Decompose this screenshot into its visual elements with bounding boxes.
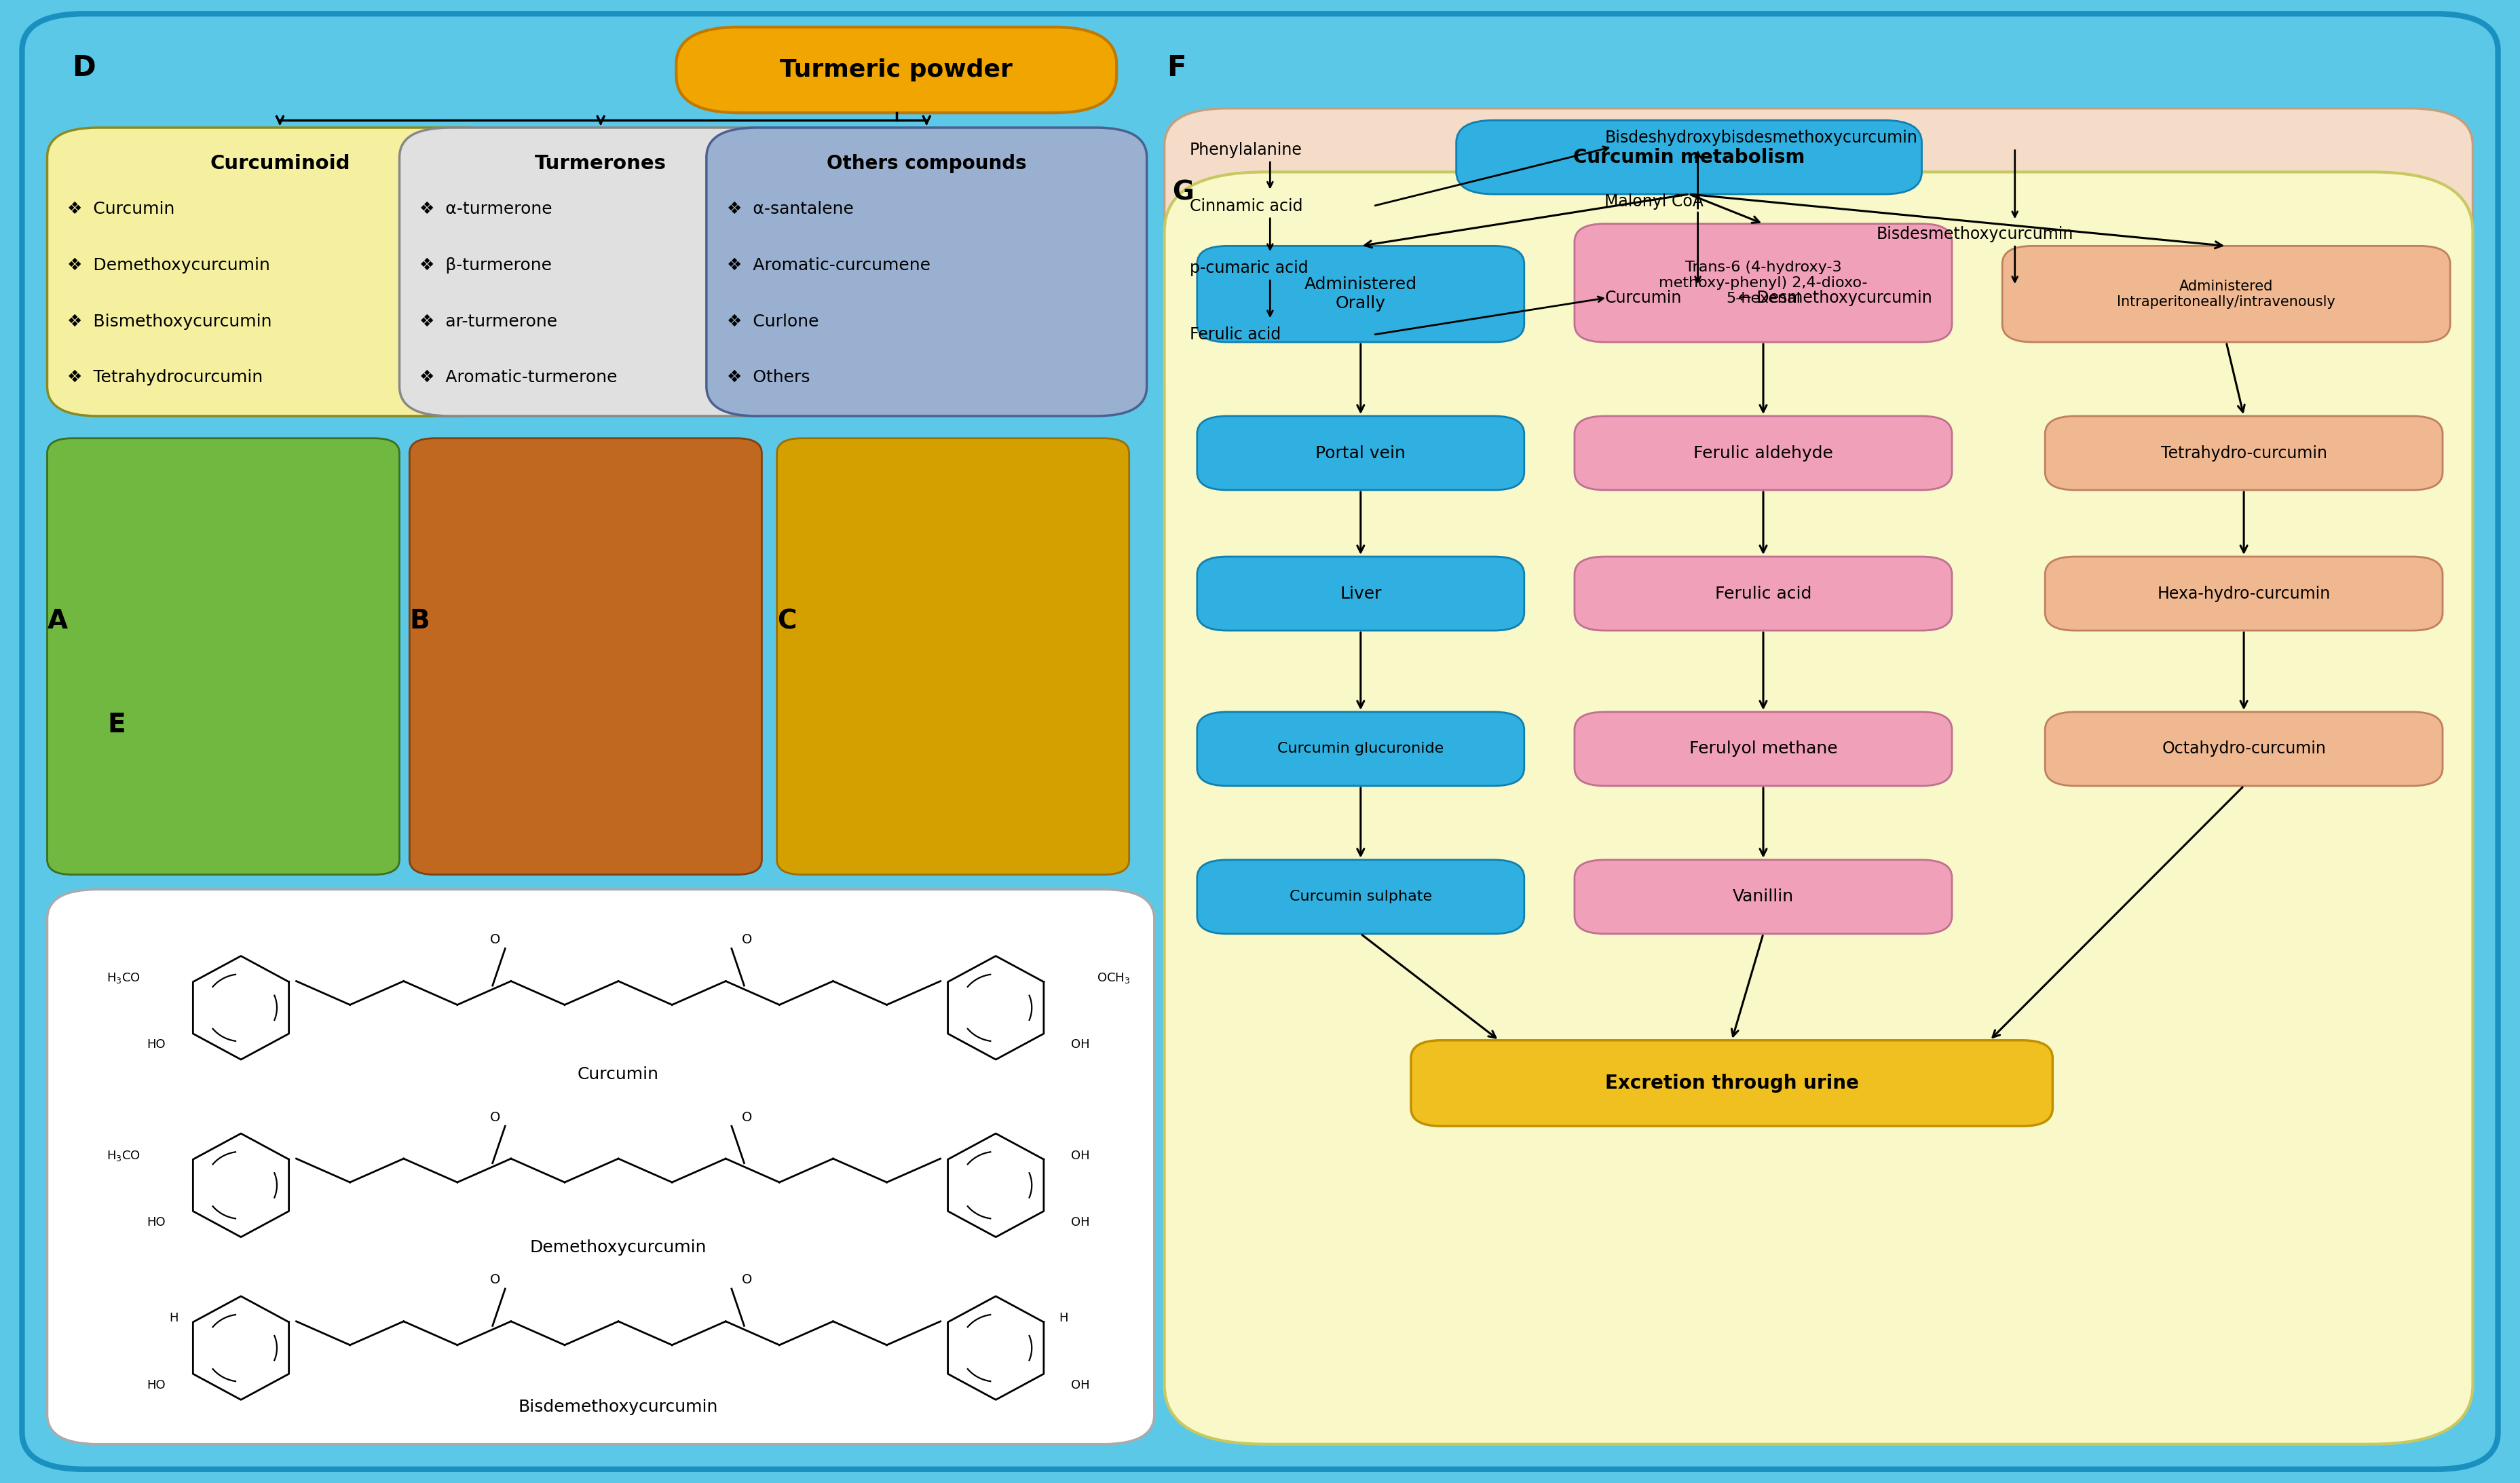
Text: OCH$_3$: OCH$_3$ bbox=[1096, 971, 1129, 985]
FancyBboxPatch shape bbox=[23, 13, 2497, 1470]
Text: Administered
Intraperitoneally/intravenously: Administered Intraperitoneally/intraveno… bbox=[2117, 279, 2336, 308]
Text: HO: HO bbox=[146, 1038, 166, 1051]
Text: Phenylalanine: Phenylalanine bbox=[1189, 142, 1303, 159]
Text: ❖  α-santalene: ❖ α-santalene bbox=[726, 200, 854, 217]
Text: Curcumin sulphate: Curcumin sulphate bbox=[1290, 890, 1431, 903]
Text: Ferulyol methane: Ferulyol methane bbox=[1688, 740, 1837, 756]
Text: O: O bbox=[489, 1274, 501, 1286]
Text: ❖  Aromatic-curcumene: ❖ Aromatic-curcumene bbox=[726, 257, 930, 273]
FancyBboxPatch shape bbox=[401, 128, 801, 417]
Text: Curcuminoid: Curcuminoid bbox=[209, 154, 350, 174]
FancyBboxPatch shape bbox=[2046, 417, 2442, 489]
Text: Turmeric powder: Turmeric powder bbox=[781, 58, 1013, 82]
Text: Liver: Liver bbox=[1341, 586, 1381, 602]
FancyBboxPatch shape bbox=[48, 439, 401, 875]
FancyBboxPatch shape bbox=[1197, 246, 1525, 343]
FancyBboxPatch shape bbox=[776, 439, 1129, 875]
Text: Curcumin: Curcumin bbox=[577, 1066, 660, 1083]
Text: OH: OH bbox=[1071, 1379, 1091, 1391]
Text: Curcumin: Curcumin bbox=[1605, 289, 1681, 305]
FancyBboxPatch shape bbox=[1575, 224, 1953, 343]
Text: A: A bbox=[48, 608, 68, 635]
FancyBboxPatch shape bbox=[1411, 1040, 2054, 1126]
Text: OH: OH bbox=[1071, 1149, 1091, 1161]
Text: C: C bbox=[776, 608, 796, 635]
Text: Turmerones: Turmerones bbox=[534, 154, 668, 174]
FancyBboxPatch shape bbox=[1575, 417, 1953, 489]
Text: OH: OH bbox=[1071, 1216, 1091, 1228]
Text: Others compounds: Others compounds bbox=[827, 154, 1026, 174]
Text: ❖  Others: ❖ Others bbox=[726, 369, 809, 386]
FancyBboxPatch shape bbox=[1575, 712, 1953, 786]
FancyBboxPatch shape bbox=[1457, 120, 1923, 194]
FancyBboxPatch shape bbox=[1197, 556, 1525, 630]
Text: O: O bbox=[741, 1274, 751, 1286]
Text: H$_3$CO: H$_3$CO bbox=[106, 1149, 141, 1163]
Text: ❖  Bismethoxycurcumin: ❖ Bismethoxycurcumin bbox=[68, 313, 272, 329]
FancyBboxPatch shape bbox=[2003, 246, 2449, 343]
Text: H: H bbox=[1058, 1312, 1068, 1324]
Text: ❖  ar-turmerone: ❖ ar-turmerone bbox=[418, 313, 557, 329]
Text: Ferulic acid: Ferulic acid bbox=[1189, 326, 1280, 343]
Text: Ferulic acid: Ferulic acid bbox=[1716, 586, 1812, 602]
FancyBboxPatch shape bbox=[1575, 860, 1953, 934]
Text: E: E bbox=[108, 712, 126, 737]
Text: Vanillin: Vanillin bbox=[1734, 888, 1794, 905]
FancyBboxPatch shape bbox=[48, 128, 512, 417]
Text: G: G bbox=[1172, 179, 1194, 205]
FancyBboxPatch shape bbox=[411, 439, 761, 875]
Text: Octahydro-curcumin: Octahydro-curcumin bbox=[2162, 740, 2326, 756]
FancyBboxPatch shape bbox=[2046, 712, 2442, 786]
FancyBboxPatch shape bbox=[1197, 712, 1525, 786]
Text: ❖  Demethoxycurcumin: ❖ Demethoxycurcumin bbox=[68, 257, 270, 273]
Text: Cinnamic acid: Cinnamic acid bbox=[1189, 197, 1303, 214]
Text: ❖  Tetrahydrocurcumin: ❖ Tetrahydrocurcumin bbox=[68, 369, 262, 386]
Text: H$_3$CO: H$_3$CO bbox=[106, 971, 141, 985]
Text: ❖  α-turmerone: ❖ α-turmerone bbox=[418, 200, 552, 217]
Text: Ferulic aldehyde: Ferulic aldehyde bbox=[1693, 445, 1832, 461]
Text: Administered
Orally: Administered Orally bbox=[1305, 276, 1416, 311]
Text: Bisdemethoxycurcumin: Bisdemethoxycurcumin bbox=[519, 1398, 718, 1415]
Text: B: B bbox=[411, 608, 428, 635]
FancyBboxPatch shape bbox=[48, 890, 1154, 1444]
Text: Hexa-hydro-curcumin: Hexa-hydro-curcumin bbox=[2157, 586, 2331, 602]
Text: F: F bbox=[1167, 53, 1187, 82]
Text: Bisdesmethoxycurcumin: Bisdesmethoxycurcumin bbox=[1877, 225, 2074, 242]
Text: Curcumin metabolism: Curcumin metabolism bbox=[1572, 148, 1804, 166]
Text: Curcumin glucuronide: Curcumin glucuronide bbox=[1278, 742, 1444, 756]
FancyBboxPatch shape bbox=[1575, 556, 1953, 630]
Text: ← Desmethoxycurcumin: ← Desmethoxycurcumin bbox=[1739, 289, 1933, 305]
Text: HO: HO bbox=[146, 1379, 166, 1391]
Text: Excretion through urine: Excretion through urine bbox=[1605, 1074, 1860, 1093]
FancyBboxPatch shape bbox=[1197, 860, 1525, 934]
Text: ❖  Aromatic-turmerone: ❖ Aromatic-turmerone bbox=[418, 369, 617, 386]
FancyBboxPatch shape bbox=[2046, 556, 2442, 630]
Text: Bisdeshydroxybisdesmethoxycurcumin: Bisdeshydroxybisdesmethoxycurcumin bbox=[1605, 131, 1918, 147]
Text: ❖  Curcumin: ❖ Curcumin bbox=[68, 200, 174, 217]
FancyBboxPatch shape bbox=[1164, 108, 2472, 420]
Text: Tetrahydro-curcumin: Tetrahydro-curcumin bbox=[2160, 445, 2326, 461]
Text: O: O bbox=[741, 1111, 751, 1124]
FancyBboxPatch shape bbox=[1164, 172, 2472, 1444]
Text: O: O bbox=[741, 933, 751, 946]
Text: O: O bbox=[489, 933, 501, 946]
Text: Demethoxycurcumin: Demethoxycurcumin bbox=[529, 1240, 706, 1256]
FancyBboxPatch shape bbox=[675, 27, 1116, 113]
Text: Malonyl CoA: Malonyl CoA bbox=[1605, 193, 1704, 209]
Text: OH: OH bbox=[1071, 1038, 1091, 1051]
FancyBboxPatch shape bbox=[706, 128, 1147, 417]
Text: Trans-6 (4-hydroxy-3
methoxy-phenyl) 2,4-dioxo-
5-hexenal: Trans-6 (4-hydroxy-3 methoxy-phenyl) 2,4… bbox=[1658, 261, 1867, 305]
Text: Portal vein: Portal vein bbox=[1315, 445, 1406, 461]
Text: ❖  Curlone: ❖ Curlone bbox=[726, 313, 819, 329]
Text: p-cumaric acid: p-cumaric acid bbox=[1189, 260, 1308, 276]
Text: D: D bbox=[73, 53, 96, 82]
FancyBboxPatch shape bbox=[1197, 417, 1525, 489]
Text: HO: HO bbox=[146, 1216, 166, 1228]
Text: O: O bbox=[489, 1111, 501, 1124]
Text: ❖  β-turmerone: ❖ β-turmerone bbox=[418, 257, 552, 273]
Text: H: H bbox=[169, 1312, 179, 1324]
